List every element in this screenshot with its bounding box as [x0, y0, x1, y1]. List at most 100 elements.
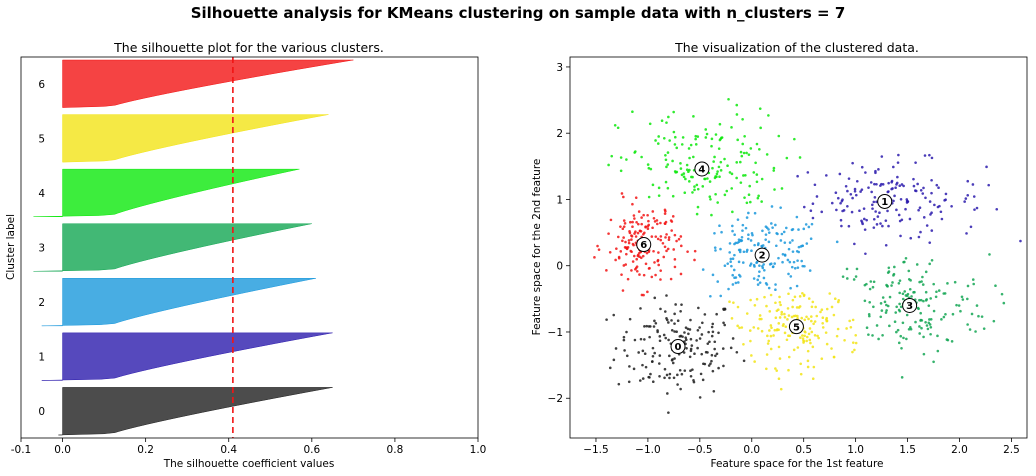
scatter-point: [971, 278, 975, 281]
scatter-point: [708, 340, 711, 344]
scatter-point: [731, 229, 734, 233]
scatter-point: [673, 357, 676, 360]
scatter-point: [864, 252, 867, 256]
scatter-point: [942, 315, 946, 319]
scatter-point: [764, 281, 768, 285]
scatter-point: [895, 305, 898, 309]
scatter-point: [832, 355, 836, 359]
scatter-point: [950, 204, 953, 208]
scatter-point: [632, 367, 636, 371]
scatter-point: [689, 318, 692, 322]
scatter-point: [797, 250, 801, 254]
scatter-point: [714, 249, 717, 252]
scatter-point: [752, 277, 756, 280]
scatter-point: [696, 187, 700, 191]
scatter-point: [695, 212, 699, 216]
scatter-point: [714, 175, 717, 178]
scatter-point: [919, 189, 923, 192]
scatter-point: [726, 262, 730, 265]
scatter-point: [935, 290, 938, 294]
scatter-point: [778, 295, 781, 299]
scatter-point: [717, 147, 721, 150]
scatter-point: [686, 327, 690, 331]
scatter-point: [689, 349, 693, 353]
scatter-point: [849, 325, 853, 329]
scatter-point: [727, 97, 730, 101]
scatter-point: [895, 330, 898, 334]
scatter-point: [679, 272, 683, 276]
scatter-point: [756, 196, 760, 200]
scatter-point: [860, 165, 864, 169]
scatter-point: [700, 333, 704, 336]
scatter-point: [670, 229, 673, 232]
scatter-point: [743, 134, 746, 138]
scatter-point: [764, 233, 768, 236]
scatter-point: [624, 263, 628, 266]
silhouette-plot: The silhouette plot for the various clus…: [5, 40, 486, 470]
scatter-point: [922, 335, 925, 339]
scatter-point: [735, 113, 739, 116]
scatter-point: [742, 342, 745, 346]
scatter-point: [634, 235, 638, 238]
scatter-point: [630, 234, 633, 237]
scatter-point: [783, 315, 787, 319]
scatter-point: [688, 355, 692, 359]
scatter-point: [966, 284, 970, 288]
scatter-points: [593, 97, 1022, 414]
scatter-point: [929, 317, 933, 321]
scatter-point: [680, 303, 683, 306]
scatter-point: [717, 165, 721, 169]
silhouette-x-axis-label: The silhouette coefficient values: [163, 458, 335, 470]
scatter-point: [802, 205, 806, 209]
scatter-point: [780, 232, 784, 236]
scatter-point: [845, 327, 848, 330]
scatter-point: [713, 347, 716, 351]
scatter-point: [751, 233, 754, 237]
scatter-x-tick-label: 2.5: [1003, 444, 1020, 456]
scatter-point: [610, 154, 614, 158]
scatter-point: [867, 186, 870, 189]
scatter-point: [930, 259, 934, 262]
scatter-point: [898, 302, 901, 306]
scatter-point: [925, 224, 929, 227]
scatter-point: [745, 312, 749, 315]
scatter-y-tick-label: 2: [556, 128, 563, 140]
scatter-point: [854, 275, 858, 278]
scatter-point: [806, 349, 810, 353]
scatter-point: [890, 284, 893, 287]
scatter-point: [722, 321, 725, 325]
scatter-point: [679, 310, 682, 313]
scatter-point: [781, 260, 784, 264]
scatter-point: [789, 286, 792, 290]
scatter-point: [681, 136, 685, 139]
scatter-point: [748, 184, 752, 188]
scatter-point: [637, 351, 640, 354]
scatter-point: [732, 301, 735, 304]
silhouette-cluster-labels: 0 1 2 3 4 5 6: [38, 79, 45, 418]
scatter-point: [930, 156, 934, 160]
scatter-point: [874, 210, 877, 213]
scatter-point: [747, 211, 750, 215]
scatter-point: [782, 230, 786, 234]
scatter-point: [658, 375, 661, 378]
scatter-point: [899, 305, 903, 309]
scatter-point: [904, 257, 908, 260]
scatter-point: [660, 119, 664, 123]
scatter-point: [817, 336, 820, 340]
scatter-point: [671, 361, 675, 365]
silhouette-clusters: [33, 59, 354, 436]
scatter-point: [915, 263, 919, 266]
scatter-point: [638, 379, 642, 382]
scatter-point: [729, 257, 733, 261]
scatter-point: [631, 260, 635, 263]
scatter-point: [710, 137, 714, 141]
scatter-point: [667, 321, 670, 324]
scatter-point: [659, 221, 662, 225]
scatter-point: [671, 215, 675, 218]
scatter-point: [684, 338, 688, 342]
scatter-point: [769, 347, 773, 351]
scatter-point: [807, 317, 810, 321]
scatter-point: [790, 265, 794, 269]
scatter-point: [851, 161, 854, 165]
scatter-point: [825, 342, 829, 346]
